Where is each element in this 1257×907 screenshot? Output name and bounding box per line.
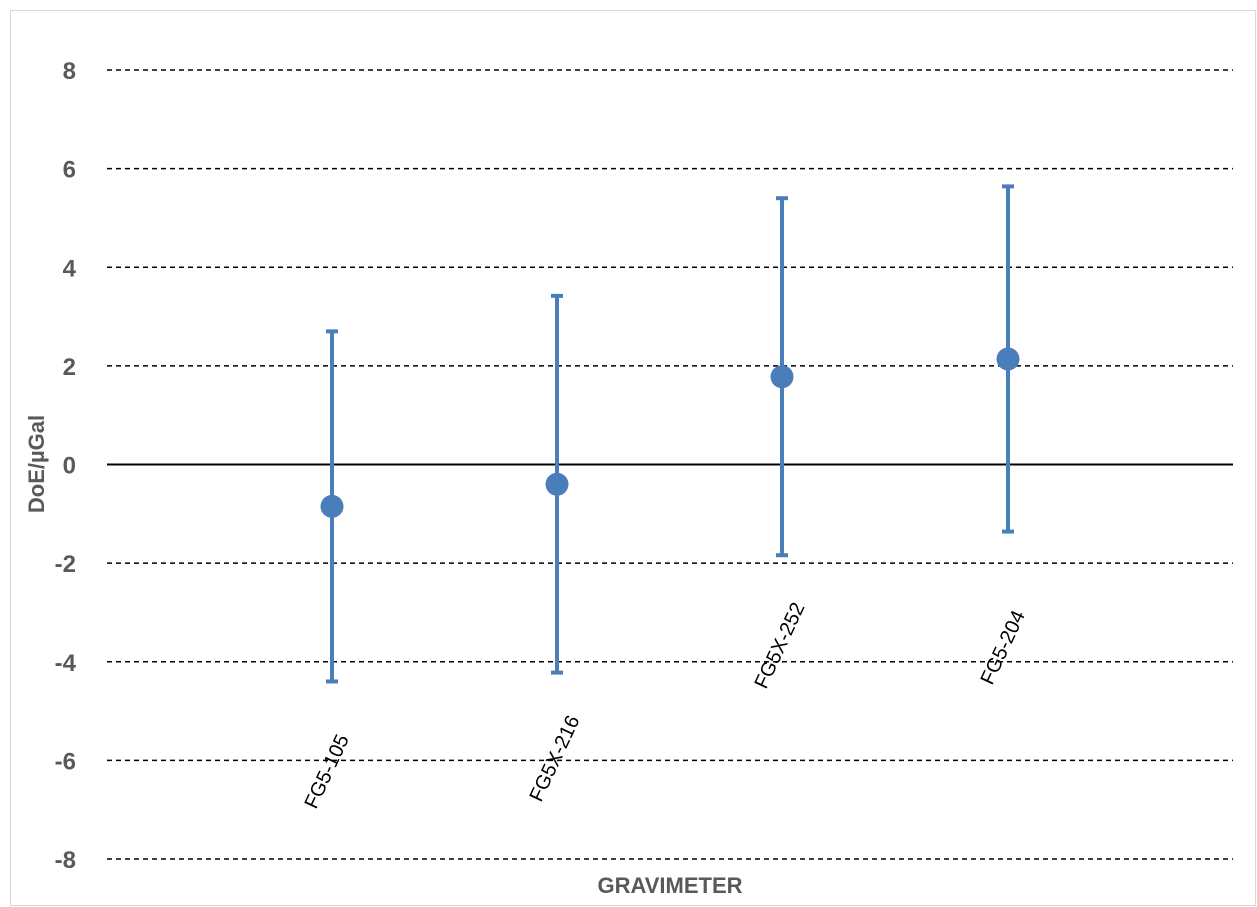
category-label: FG5X-252 [751,599,810,692]
category-labels: FG5-105 FG5X-216 FG5X-252 FG5-204 [301,599,1030,812]
y-tick-label: 0 [63,453,76,480]
data-point [320,494,344,518]
category-label: FG5-105 [301,731,354,812]
y-tick-label: -4 [55,650,77,677]
y-tick-label: -2 [55,551,76,578]
category-label: FG5-204 [977,607,1030,688]
data-points [320,347,1020,518]
x-axis-title: GRAVIMETER [597,873,742,898]
y-tick-label: -6 [55,748,76,775]
grid-lines [107,69,1233,860]
data-point [996,347,1020,371]
y-tick-label: 4 [63,255,77,282]
y-tick-labels: 8 6 4 2 0 -2 -4 -6 -8 [55,58,77,874]
y-tick-label: 2 [63,354,76,381]
error-bars [326,184,1014,684]
data-point [770,365,794,389]
y-tick-label: -8 [55,847,76,874]
category-label: FG5X-216 [526,712,585,805]
y-axis-title: DoE/µGal [24,415,49,513]
data-point [545,472,569,496]
y-tick-label: 6 [63,157,76,184]
y-tick-label: 8 [63,58,76,85]
chart-frame [10,10,1256,906]
